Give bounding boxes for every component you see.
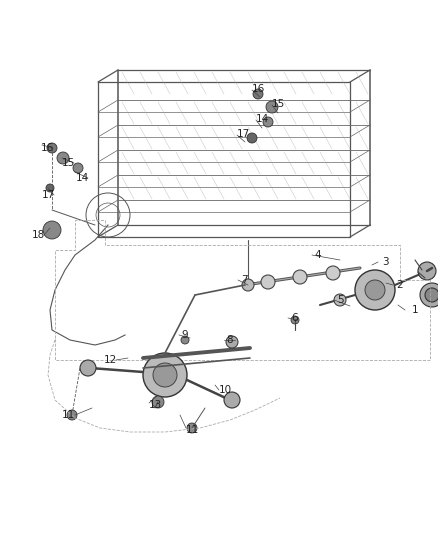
Circle shape bbox=[80, 360, 96, 376]
Circle shape bbox=[263, 117, 273, 127]
Circle shape bbox=[224, 392, 240, 408]
Circle shape bbox=[425, 288, 438, 302]
Circle shape bbox=[57, 152, 69, 164]
Text: 14: 14 bbox=[75, 173, 88, 183]
Circle shape bbox=[226, 336, 238, 348]
Circle shape bbox=[153, 363, 177, 387]
Text: 10: 10 bbox=[219, 385, 232, 395]
Text: 11: 11 bbox=[185, 425, 198, 435]
Text: 4: 4 bbox=[314, 250, 321, 260]
Text: 15: 15 bbox=[272, 99, 285, 109]
Circle shape bbox=[266, 101, 278, 113]
Text: 17: 17 bbox=[237, 129, 250, 139]
Text: 6: 6 bbox=[292, 313, 298, 323]
Circle shape bbox=[187, 423, 197, 433]
Circle shape bbox=[46, 184, 54, 192]
Circle shape bbox=[420, 283, 438, 307]
Text: 17: 17 bbox=[41, 190, 55, 200]
Circle shape bbox=[247, 133, 257, 143]
Text: 12: 12 bbox=[103, 355, 117, 365]
Circle shape bbox=[326, 266, 340, 280]
Circle shape bbox=[43, 221, 61, 239]
Text: 5: 5 bbox=[337, 295, 343, 305]
Text: 7: 7 bbox=[241, 275, 247, 285]
Text: 9: 9 bbox=[182, 330, 188, 340]
Circle shape bbox=[365, 280, 385, 300]
Text: 13: 13 bbox=[148, 400, 162, 410]
Circle shape bbox=[261, 275, 275, 289]
Text: 14: 14 bbox=[255, 114, 268, 124]
Text: 8: 8 bbox=[227, 335, 233, 345]
Circle shape bbox=[291, 316, 299, 324]
Text: 16: 16 bbox=[251, 84, 265, 94]
Circle shape bbox=[293, 270, 307, 284]
Circle shape bbox=[418, 262, 436, 280]
Circle shape bbox=[355, 270, 395, 310]
Text: 3: 3 bbox=[381, 257, 389, 267]
Text: 15: 15 bbox=[61, 158, 74, 168]
Circle shape bbox=[152, 396, 164, 408]
Text: 16: 16 bbox=[40, 143, 53, 153]
Circle shape bbox=[143, 353, 187, 397]
Text: 1: 1 bbox=[412, 305, 418, 315]
Circle shape bbox=[47, 143, 57, 153]
Circle shape bbox=[242, 279, 254, 291]
Text: 2: 2 bbox=[397, 280, 403, 290]
Text: 18: 18 bbox=[32, 230, 45, 240]
Circle shape bbox=[73, 163, 83, 173]
Text: 11: 11 bbox=[61, 410, 74, 420]
Circle shape bbox=[181, 336, 189, 344]
Circle shape bbox=[334, 294, 346, 306]
Circle shape bbox=[67, 410, 77, 420]
Circle shape bbox=[253, 89, 263, 99]
